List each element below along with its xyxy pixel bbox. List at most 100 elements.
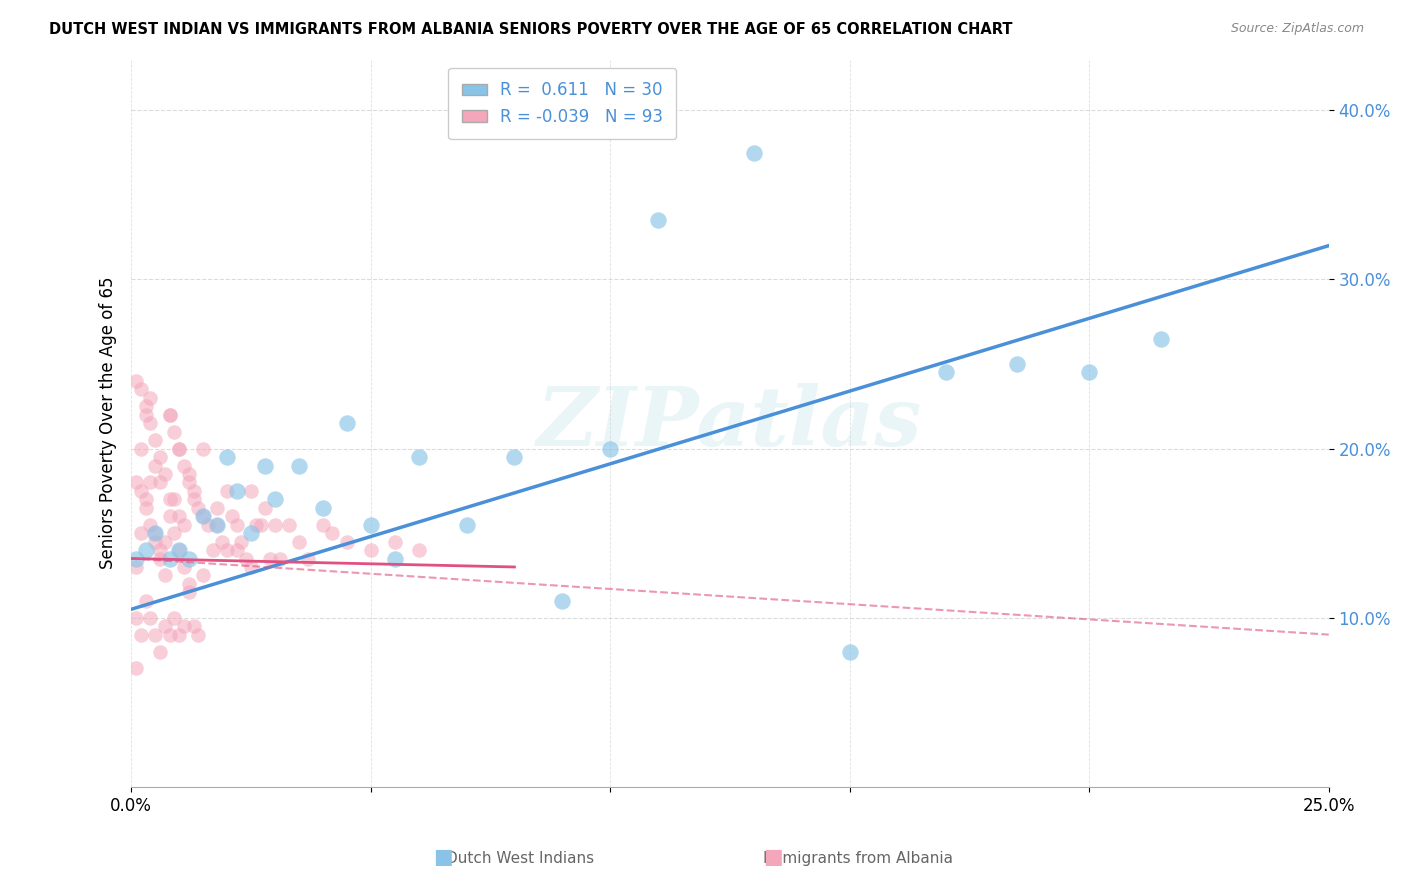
Point: [551, 594, 574, 608]
Point: [159, 408, 181, 422]
Point: [503, 450, 526, 464]
Point: [177, 585, 200, 599]
Point: [191, 509, 214, 524]
Point: [177, 551, 200, 566]
Point: [125, 374, 148, 388]
Point: [207, 517, 229, 532]
Point: [269, 551, 291, 566]
Point: [215, 450, 238, 464]
Point: [1078, 366, 1101, 380]
Point: [201, 543, 224, 558]
Point: [163, 611, 186, 625]
Point: [129, 627, 152, 641]
Point: [159, 408, 181, 422]
Point: [153, 619, 176, 633]
Point: [149, 475, 172, 490]
Point: [159, 551, 181, 566]
Point: [149, 450, 172, 464]
Point: [173, 458, 195, 473]
Point: [159, 492, 181, 507]
Point: [240, 483, 263, 498]
Point: [135, 492, 157, 507]
Point: [288, 458, 311, 473]
Point: [135, 408, 157, 422]
Point: [384, 534, 406, 549]
Point: [149, 644, 172, 658]
Point: [245, 517, 267, 532]
Point: [225, 517, 247, 532]
Point: [187, 627, 209, 641]
Point: [254, 500, 277, 515]
Point: [143, 534, 166, 549]
Point: [207, 517, 229, 532]
Point: [197, 517, 219, 532]
Point: [125, 661, 148, 675]
Point: [159, 627, 181, 641]
Point: [215, 543, 238, 558]
Point: [1150, 332, 1173, 346]
Point: [211, 534, 233, 549]
Point: [139, 391, 162, 405]
Point: [177, 467, 200, 481]
Point: [183, 483, 205, 498]
Legend: R =  0.611   N = 30, R = -0.039   N = 93: R = 0.611 N = 30, R = -0.039 N = 93: [449, 68, 676, 139]
Point: [173, 619, 195, 633]
Point: [408, 450, 430, 464]
Point: [249, 517, 271, 532]
Point: [408, 543, 430, 558]
Point: [235, 551, 257, 566]
Point: [167, 509, 190, 524]
Point: [139, 517, 162, 532]
Point: [312, 517, 335, 532]
Point: [125, 475, 148, 490]
Point: [143, 458, 166, 473]
Point: [139, 611, 162, 625]
Text: DUTCH WEST INDIAN VS IMMIGRANTS FROM ALBANIA SENIORS POVERTY OVER THE AGE OF 65 : DUTCH WEST INDIAN VS IMMIGRANTS FROM ALB…: [49, 22, 1012, 37]
Point: [183, 619, 205, 633]
Point: [240, 526, 263, 541]
Point: [143, 526, 166, 541]
Point: [384, 551, 406, 566]
Point: [143, 526, 166, 541]
Point: [838, 644, 860, 658]
Point: [125, 611, 148, 625]
Text: ■: ■: [763, 847, 783, 867]
Point: [742, 145, 765, 160]
Point: [321, 526, 343, 541]
Y-axis label: Seniors Poverty Over the Age of 65: Seniors Poverty Over the Age of 65: [100, 277, 117, 569]
Point: [163, 526, 186, 541]
Point: [167, 442, 190, 456]
Point: [240, 560, 263, 574]
Point: [167, 442, 190, 456]
Point: [135, 543, 157, 558]
Text: ZIPatlas: ZIPatlas: [537, 384, 922, 463]
Point: [173, 560, 195, 574]
Text: Dutch West Indians: Dutch West Indians: [446, 852, 595, 866]
Point: [149, 543, 172, 558]
Point: [312, 500, 335, 515]
Point: [278, 517, 301, 532]
Point: [167, 543, 190, 558]
Point: [163, 492, 186, 507]
Point: [288, 534, 311, 549]
Point: [187, 500, 209, 515]
Point: [1007, 357, 1029, 371]
Point: [360, 543, 382, 558]
Point: [143, 627, 166, 641]
Point: [167, 627, 190, 641]
Point: [177, 577, 200, 591]
Point: [215, 483, 238, 498]
Point: [191, 509, 214, 524]
Text: Source: ZipAtlas.com: Source: ZipAtlas.com: [1230, 22, 1364, 36]
Point: [139, 416, 162, 430]
Point: [163, 425, 186, 439]
Point: [599, 442, 621, 456]
Point: [167, 543, 190, 558]
Point: [183, 492, 205, 507]
Point: [153, 467, 176, 481]
Point: [135, 400, 157, 414]
Point: [191, 442, 214, 456]
Point: [254, 458, 277, 473]
Point: [297, 551, 319, 566]
Point: [456, 517, 478, 532]
